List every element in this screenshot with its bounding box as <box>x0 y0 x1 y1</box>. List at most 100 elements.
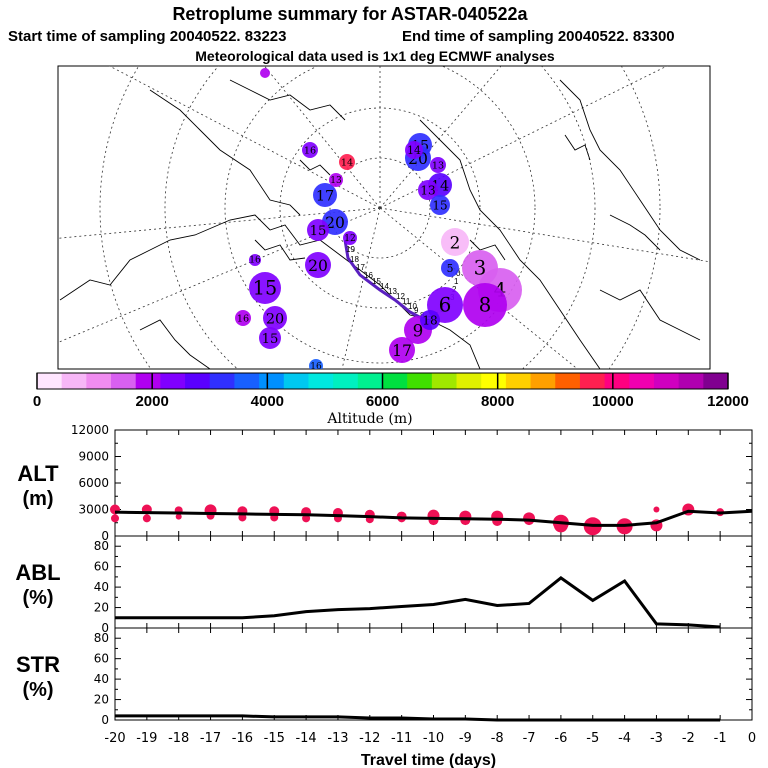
x-tick-label: -15 <box>264 731 285 746</box>
x-tick-label: -4 <box>618 731 631 746</box>
x-tick-label: -19 <box>136 731 157 746</box>
plume-cluster <box>235 310 251 326</box>
panel-yunit: (%) <box>22 587 53 609</box>
colorbar-tick-label: 8000 <box>481 393 514 410</box>
trajectory-day-label: 9 <box>414 306 419 315</box>
colorbar-swatch <box>185 373 211 389</box>
cluster-label: 13 <box>420 184 435 198</box>
trajectory-day-label: 19 <box>346 245 355 254</box>
colorbar-swatch <box>111 373 137 389</box>
trajectory-day-label: 10 <box>408 302 417 311</box>
alt-scatter-point <box>553 518 568 533</box>
x-tick-label: -3 <box>650 731 663 746</box>
cluster-label: 16 <box>304 146 316 157</box>
plume-cluster <box>430 195 450 215</box>
plume-cluster <box>343 231 357 245</box>
plume-cluster <box>441 228 469 256</box>
colorbar-swatch <box>530 373 556 389</box>
cluster-label: 13 <box>330 176 342 186</box>
cluster-label: 3 <box>474 255 487 279</box>
y-tick-label: 0 <box>101 713 109 727</box>
y-tick-label: 80 <box>94 539 109 553</box>
y-tick-label: 0 <box>101 529 109 543</box>
cluster-label: 8 <box>479 292 492 316</box>
plume-cluster <box>420 310 440 330</box>
cluster-label: 12 <box>344 234 355 244</box>
y-tick-label: 9000 <box>78 450 109 464</box>
colorbar-swatch <box>357 373 383 389</box>
alt-scatter-point <box>653 506 660 513</box>
colorbar-swatch <box>160 373 186 389</box>
cluster-label: 15 <box>432 199 447 213</box>
cluster-label: 16 <box>310 362 322 372</box>
colorbar-swatch <box>431 373 458 389</box>
y-tick-label: 3000 <box>78 503 109 517</box>
colorbar-swatch <box>703 373 729 389</box>
alt-scatter-point <box>142 514 151 523</box>
x-tick-label: -12 <box>359 731 380 746</box>
plume-cluster <box>302 142 318 158</box>
plume-cluster <box>249 272 281 304</box>
plume-cluster <box>329 173 343 187</box>
plume-cluster <box>418 180 438 200</box>
colorbar-tick-label: 12000 <box>707 393 749 410</box>
plume-cluster <box>405 141 423 159</box>
colorbar-swatch <box>555 373 581 389</box>
cluster-label: 17 <box>392 342 412 360</box>
y-tick-label: 40 <box>94 580 109 594</box>
plume-cluster <box>263 306 287 330</box>
panel-ylabel: STR <box>16 652 60 677</box>
colorbar-swatch <box>308 373 334 389</box>
start-time: Start time of sampling 20040522. 83223 <box>8 28 286 45</box>
series-line-alt <box>114 509 753 527</box>
x-tick-label: -5 <box>586 731 599 746</box>
cluster-label: 6 <box>439 292 452 316</box>
colorbar-tick-label: 2000 <box>135 393 168 410</box>
plume-cluster <box>339 154 355 170</box>
x-tick-label: -8 <box>491 731 504 746</box>
colorbar-swatch <box>37 373 63 389</box>
alt-scatter-point <box>492 515 503 526</box>
colorbar-swatch <box>382 373 408 389</box>
time-series-panels: 030006000900012000ALT(m)020406080ABL(%)0… <box>15 423 756 768</box>
trajectory-day-label: 0 <box>456 269 461 278</box>
panel-abl: 0 20 40 60 80 ABL(%) <box>15 535 753 635</box>
plume-cluster <box>249 254 261 266</box>
figure-title: Retroplume summary for ASTAR-040522a <box>172 4 528 24</box>
x-tick-label: -2 <box>682 731 695 746</box>
trajectory-day-label: 11 <box>402 297 411 306</box>
plume-cluster <box>463 283 507 327</box>
alt-scatter-point <box>238 513 247 522</box>
trajectory-day-label: 12 <box>396 292 405 301</box>
y-tick-label: 60 <box>94 560 109 574</box>
colorbar-swatch <box>456 373 482 389</box>
x-axis-label: Travel time (days) <box>361 752 496 768</box>
plume-cluster <box>309 359 323 369</box>
colorbar-swatch <box>579 373 606 389</box>
trajectory-day-label: 17 <box>356 263 365 272</box>
cluster-label: 15 <box>310 224 327 239</box>
panel-ylabel: ABL <box>15 560 60 585</box>
colorbar-swatch <box>407 373 433 389</box>
cluster-label: 17 <box>316 188 334 204</box>
panel-frame <box>114 627 753 721</box>
cluster-label: 20 <box>266 311 284 327</box>
plume-cluster <box>307 219 329 241</box>
alt-scatter-point <box>111 514 119 523</box>
colorbar-swatch <box>653 373 680 389</box>
trajectory-day-label: 18 <box>350 255 359 264</box>
colorbar-swatch <box>505 373 532 389</box>
panel-yunit: (%) <box>22 679 53 701</box>
x-tick-label: -17 <box>200 731 221 746</box>
x-tick-label: -1 <box>714 731 727 746</box>
y-tick-label: 20 <box>94 601 109 615</box>
colorbar-label: Altitude (m) <box>326 411 412 427</box>
colorbar-tick-label: 6000 <box>366 393 399 410</box>
colorbar-swatch <box>333 373 359 389</box>
cluster-label: 9 <box>413 320 424 340</box>
x-tick-label: -7 <box>523 731 536 746</box>
cluster-label: 13 <box>432 161 444 172</box>
x-tick-label: -18 <box>168 731 189 746</box>
x-tick-label: -11 <box>391 731 412 746</box>
alt-scatter-point <box>175 513 182 520</box>
